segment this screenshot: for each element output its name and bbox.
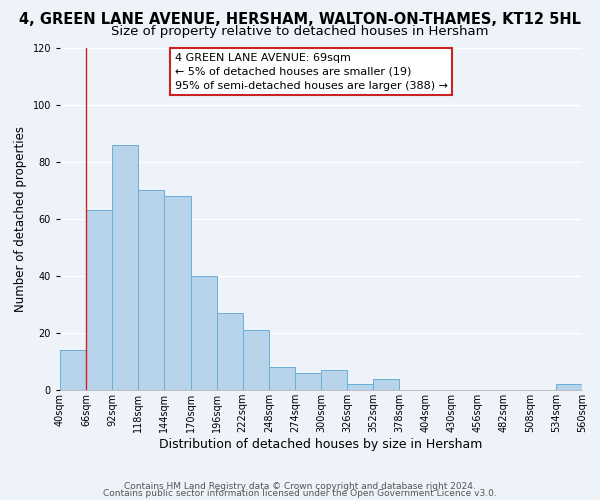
- Bar: [242, 330, 269, 390]
- Bar: [86, 210, 112, 390]
- Bar: [217, 313, 242, 390]
- Bar: [295, 373, 321, 390]
- Bar: [321, 370, 347, 390]
- Bar: [191, 276, 217, 390]
- X-axis label: Distribution of detached houses by size in Hersham: Distribution of detached houses by size …: [160, 438, 482, 451]
- Bar: [556, 384, 582, 390]
- Bar: [139, 190, 164, 390]
- Bar: [60, 350, 86, 390]
- Text: 4, GREEN LANE AVENUE, HERSHAM, WALTON-ON-THAMES, KT12 5HL: 4, GREEN LANE AVENUE, HERSHAM, WALTON-ON…: [19, 12, 581, 28]
- Text: Contains HM Land Registry data © Crown copyright and database right 2024.: Contains HM Land Registry data © Crown c…: [124, 482, 476, 491]
- Bar: [112, 144, 138, 390]
- Text: 4 GREEN LANE AVENUE: 69sqm
← 5% of detached houses are smaller (19)
95% of semi-: 4 GREEN LANE AVENUE: 69sqm ← 5% of detac…: [175, 52, 448, 90]
- Y-axis label: Number of detached properties: Number of detached properties: [14, 126, 27, 312]
- Bar: [373, 378, 400, 390]
- Bar: [269, 367, 295, 390]
- Text: Contains public sector information licensed under the Open Government Licence v3: Contains public sector information licen…: [103, 490, 497, 498]
- Text: Size of property relative to detached houses in Hersham: Size of property relative to detached ho…: [111, 25, 489, 38]
- Bar: [164, 196, 191, 390]
- Bar: [347, 384, 373, 390]
